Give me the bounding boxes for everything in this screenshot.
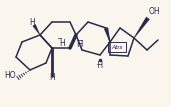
- Text: ·H: ·H: [95, 60, 103, 70]
- Polygon shape: [104, 27, 110, 42]
- Text: H: H: [59, 39, 65, 48]
- Text: HO: HO: [4, 71, 16, 80]
- Text: Abs: Abs: [111, 45, 123, 50]
- FancyBboxPatch shape: [108, 42, 126, 52]
- Text: H: H: [29, 18, 35, 27]
- Polygon shape: [32, 24, 40, 35]
- Polygon shape: [134, 17, 150, 38]
- Text: OH: OH: [149, 7, 161, 16]
- Text: H̅: H̅: [76, 39, 82, 48]
- Text: H: H: [49, 74, 55, 82]
